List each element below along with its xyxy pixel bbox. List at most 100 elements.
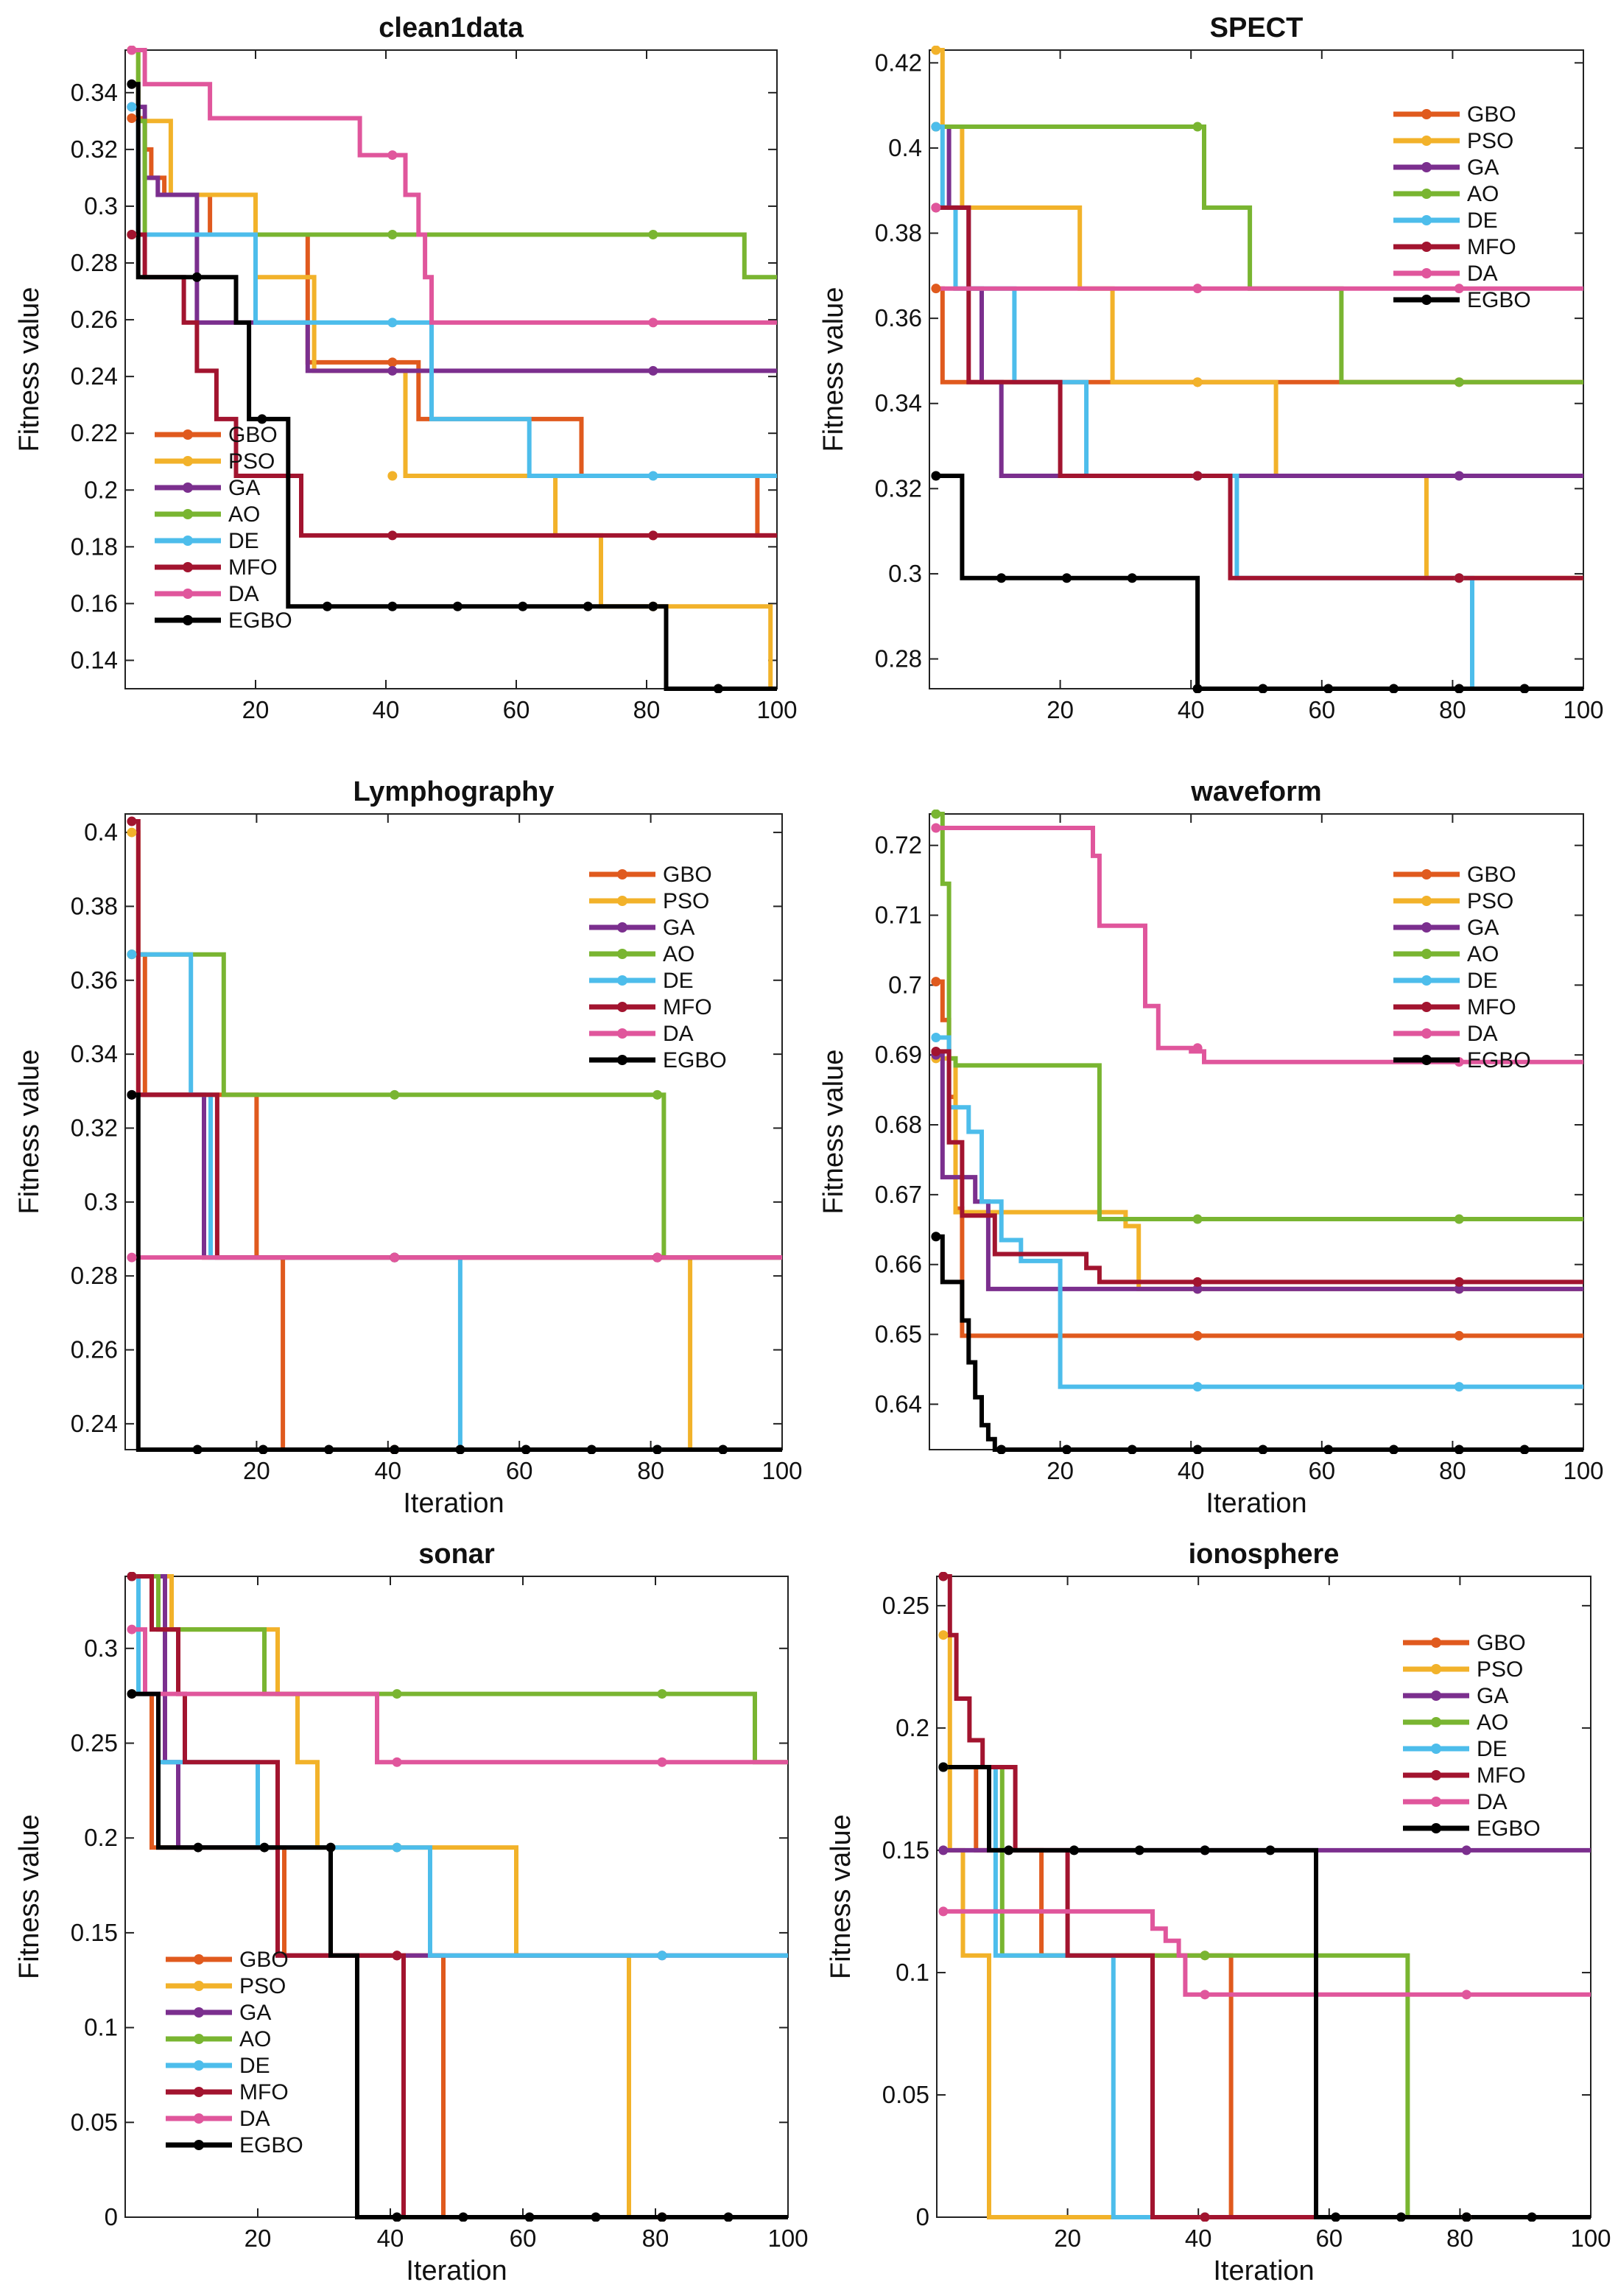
chart-panel-sonar: 20 40 60 80 100 0 0.05 0.1 0.15 0.2 0.25 0.3 sonar Fi… — [14, 1539, 809, 2286]
legend-marker-egbo — [194, 2140, 204, 2150]
legend-label-egbo: EGBO — [239, 2133, 303, 2158]
series-line-egbo — [131, 82, 777, 691]
legend-marker-de — [183, 536, 193, 546]
y-tick-label: 0.4 — [888, 134, 922, 161]
legend-marker-gbo — [194, 1954, 204, 1965]
legend-label-gbo: GBO — [1477, 1631, 1526, 1655]
series-marker-egbo — [1265, 1845, 1276, 1856]
legend-marker-egbo — [1421, 295, 1432, 305]
series-marker-pso — [387, 471, 398, 481]
legend-label-ao: AO — [1477, 1710, 1508, 1735]
y-tick-label: 0.2 — [896, 1714, 929, 1741]
series-marker-mfo — [127, 1572, 137, 1581]
series-marker-gbo — [387, 357, 398, 368]
series-marker-gbo — [1192, 1330, 1203, 1341]
series-marker-egbo — [1127, 573, 1137, 583]
x-tick-label: 60 — [1315, 2225, 1343, 2252]
y-tick-label: 0.2 — [84, 1824, 118, 1851]
series-marker-da — [1461, 1990, 1471, 2000]
legend-label-ga: GA — [1467, 916, 1499, 940]
y-tick-label: 0.67 — [875, 1181, 922, 1208]
y-tick-label: 0.32 — [71, 136, 118, 163]
y-tick-label: 0.24 — [71, 362, 118, 390]
series-line-mfo — [943, 1574, 1591, 2219]
series-marker-egbo — [657, 2212, 667, 2222]
legend-marker-de — [617, 975, 627, 986]
y-tick-label: 0.15 — [71, 1919, 118, 1946]
series-marker-pso — [1192, 377, 1203, 387]
series-marker-da — [938, 1906, 949, 1917]
series-marker-ga — [1454, 1284, 1464, 1294]
series-marker-egbo — [1454, 684, 1464, 693]
series-line-pso — [943, 1632, 1591, 2219]
x-tick-label: 80 — [633, 696, 661, 723]
series-marker-egbo — [193, 1842, 203, 1853]
plot-area — [938, 1572, 1591, 2222]
legend-marker-ao — [1421, 949, 1432, 959]
series-marker-egbo — [648, 601, 658, 611]
series-line-da — [131, 48, 777, 325]
legend-label-ga: GA — [1467, 155, 1499, 180]
x-tick-label: 80 — [1439, 1457, 1466, 1484]
y-tick-label: 0.3 — [84, 1188, 118, 1215]
series-marker-ao — [1200, 1951, 1210, 1961]
series-marker-de — [387, 317, 398, 328]
y-tick-label: 0.3 — [888, 560, 922, 587]
series-marker-egbo — [1061, 1444, 1072, 1454]
series-marker-de — [657, 1951, 667, 1961]
series-marker-egbo — [524, 2212, 535, 2222]
series-marker-egbo — [322, 601, 332, 611]
y-tick-label: 0.72 — [875, 832, 922, 859]
y-tick-label: 0.71 — [875, 902, 922, 929]
legend-marker-gbo — [1421, 109, 1432, 119]
series-marker-ao — [1192, 122, 1203, 132]
legend-marker-gbo — [1431, 1637, 1441, 1648]
y-tick-label: 0.66 — [875, 1251, 922, 1278]
series-marker-ga — [387, 365, 398, 376]
legend-label-mfo: MFO — [1477, 1763, 1526, 1788]
series-marker-gbo — [931, 284, 941, 294]
series-marker-egbo — [452, 601, 462, 611]
series-marker-da — [657, 1757, 667, 1767]
y-tick-label: 0.15 — [882, 1836, 929, 1864]
series-marker-de — [1192, 1382, 1203, 1392]
x-tick-label: 100 — [1570, 2225, 1611, 2252]
x-tick-label: 60 — [503, 696, 530, 723]
series-marker-egbo — [583, 601, 593, 611]
legend-marker-ga — [183, 482, 193, 493]
series-line-gbo — [131, 952, 782, 1452]
series-marker-mfo — [938, 1572, 949, 1581]
series-marker-egbo — [1461, 2212, 1471, 2222]
legend-label-mfo: MFO — [1467, 995, 1516, 1019]
y-tick-label: 0.25 — [71, 1730, 118, 1757]
legend-marker-mfo — [617, 1002, 627, 1012]
y-tick-label: 0.34 — [71, 1040, 118, 1067]
legend-label-egbo: EGBO — [1477, 1816, 1541, 1841]
chart-panel-lymphography: 20 40 60 80 100 0.24 0.26 0.28 0.3 0.32 0.34 0.36 0.… — [14, 776, 803, 1519]
legend-marker-pso — [1421, 136, 1432, 146]
y-tick-label: 0.25 — [882, 1592, 929, 1619]
series-marker-de — [127, 102, 137, 112]
legend-label-ga: GA — [239, 2001, 271, 2025]
x-tick-label: 60 — [1308, 696, 1335, 723]
y-tick-label: 0.36 — [875, 304, 922, 331]
x-axis-label: Iteration — [1206, 1488, 1306, 1519]
y-tick-label: 0.24 — [71, 1410, 118, 1437]
series-marker-egbo — [1061, 573, 1072, 583]
series-marker-da — [387, 150, 398, 161]
plot-area — [127, 816, 782, 1454]
chart-panel-waveform: 20 40 60 80 100 0.64 0.65 0.66 0.67 0.68 0.69 0.7 0.… — [818, 776, 1604, 1519]
legend-marker-pso — [617, 896, 627, 906]
series-marker-egbo — [192, 1444, 203, 1454]
series-marker-egbo — [1258, 684, 1268, 693]
series-marker-egbo — [931, 1232, 941, 1242]
series-marker-ao — [387, 229, 398, 239]
series-marker-egbo — [1200, 1845, 1210, 1856]
legend-label-gbo: GBO — [239, 1948, 289, 1972]
series-line-ga — [935, 1053, 1583, 1291]
series-marker-egbo — [392, 2212, 402, 2222]
legend-label-pso: PSO — [239, 1974, 286, 1998]
y-tick-label: 0.4 — [84, 818, 118, 846]
